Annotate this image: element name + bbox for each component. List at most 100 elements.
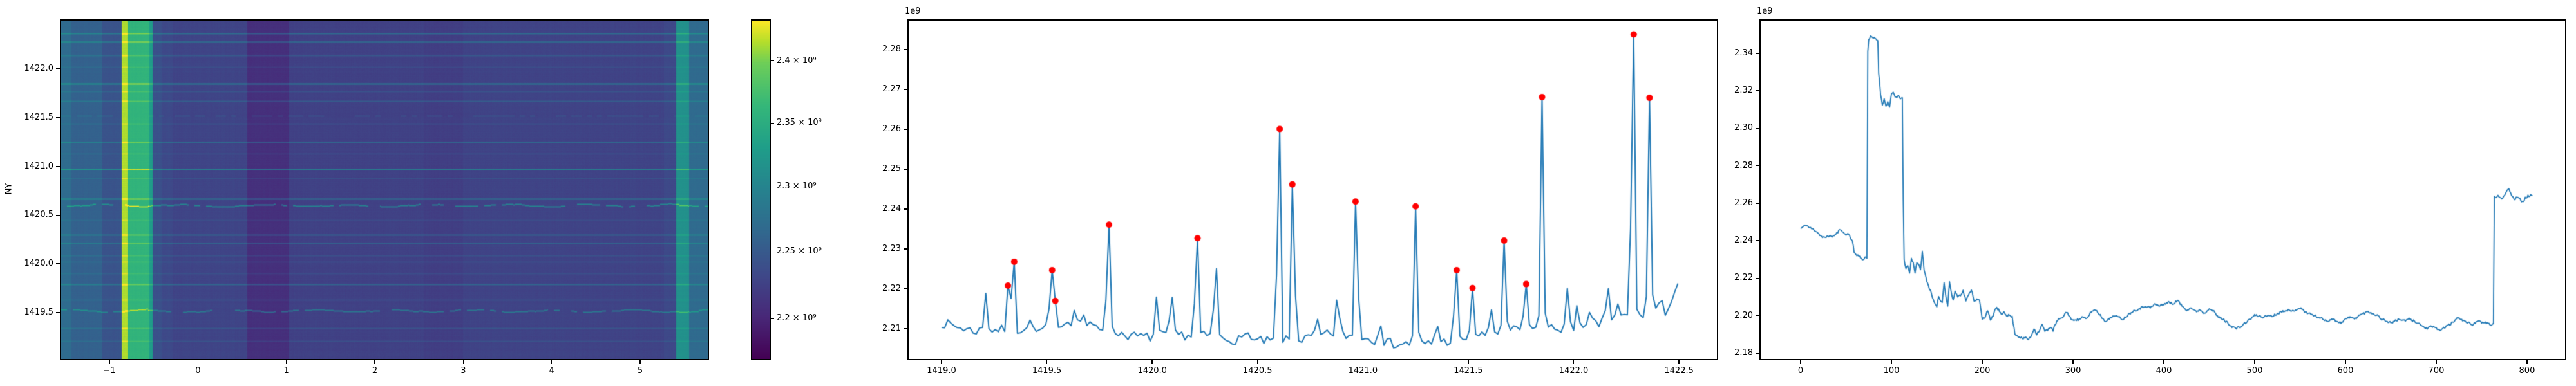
x-tick-label: 300 — [2065, 366, 2081, 376]
x-tick-label: 0 — [1797, 366, 1804, 376]
x-tick — [197, 360, 199, 364]
x-tick — [1362, 360, 1364, 364]
y-tick-label: 2.34 — [1734, 48, 1753, 58]
x-tick-label: 1420.5 — [1243, 366, 1273, 376]
x-tick-label: 3 — [460, 366, 466, 376]
x-tick-label: 800 — [2519, 366, 2535, 376]
y-tick — [1756, 353, 1759, 354]
x-tick-label: 100 — [1883, 366, 1900, 376]
x-tick-label: 200 — [1974, 366, 1991, 376]
y-tick — [1756, 90, 1759, 91]
x-tick — [639, 360, 641, 364]
y-tick-label: 2.28 — [1734, 160, 1753, 170]
y-tick-label: 1420.0 — [24, 259, 54, 269]
x-tick — [2254, 360, 2255, 364]
y-tick — [904, 49, 907, 50]
y-tick — [904, 129, 907, 130]
colorbar-tick — [771, 251, 774, 253]
spectrum-canvas — [909, 21, 1717, 359]
x-tick-label: 2 — [372, 366, 378, 376]
x-tick — [2436, 360, 2437, 364]
y-tick-label: 2.24 — [1734, 235, 1753, 246]
y-tick — [1756, 53, 1759, 54]
y-tick — [1756, 277, 1759, 279]
y-tick-label: 2.23 — [882, 244, 901, 254]
y-tick-label: 2.30 — [1734, 123, 1753, 133]
x-tick — [1257, 360, 1258, 364]
y-tick-label: 1421.5 — [24, 112, 54, 122]
y-tick — [56, 214, 60, 216]
colorbar-tick — [771, 122, 774, 124]
x-tick — [1573, 360, 1575, 364]
x-tick — [1678, 360, 1680, 364]
x-tick-label: 1421.5 — [1454, 366, 1483, 376]
y-tick-label: 2.25 — [882, 164, 901, 174]
y-tick-label: 2.22 — [1734, 273, 1753, 283]
x-tick — [285, 360, 287, 364]
colorbar-tick-label: 2.2 × 10⁹ — [777, 313, 817, 323]
colorbar-tick — [771, 318, 774, 319]
y-tick — [904, 328, 907, 329]
timeseries-offset-label: 1e9 — [1757, 6, 1773, 16]
x-tick — [374, 360, 375, 364]
x-tick-label: 1422.5 — [1664, 366, 1694, 376]
y-tick — [1756, 240, 1759, 241]
y-tick-label: 1419.5 — [24, 308, 54, 318]
y-tick-label: 2.24 — [882, 204, 901, 214]
y-tick-label: 2.27 — [882, 84, 901, 95]
heatmap-axes — [60, 19, 709, 360]
x-tick — [2526, 360, 2528, 364]
x-tick-label: 1 — [283, 366, 289, 376]
timeseries-axes — [1759, 19, 2566, 360]
colorbar-tick-label: 2.3 × 10⁹ — [777, 181, 817, 192]
y-tick-label: 2.18 — [1734, 347, 1753, 358]
spectrum-axes — [907, 19, 1718, 360]
y-tick-label: 2.26 — [1734, 198, 1753, 208]
x-tick-label: 700 — [2428, 366, 2445, 376]
y-tick-label: 2.32 — [1734, 86, 1753, 96]
x-tick-label: 4 — [549, 366, 554, 376]
colorbar-tick — [771, 186, 774, 188]
x-tick-label: 600 — [2337, 366, 2354, 376]
y-tick-label: 1422.0 — [24, 64, 54, 73]
y-tick — [1756, 165, 1759, 167]
y-tick-label: 2.22 — [882, 284, 901, 294]
x-tick — [2072, 360, 2074, 364]
colorbar-canvas — [752, 21, 770, 359]
x-tick — [2163, 360, 2164, 364]
y-tick-label: 2.28 — [882, 44, 901, 55]
y-tick — [56, 68, 60, 69]
y-tick — [56, 117, 60, 118]
heatmap-canvas — [61, 21, 708, 359]
x-tick-label: 1422.0 — [1558, 366, 1589, 376]
y-tick-label: 1421.0 — [24, 161, 54, 171]
x-tick-label: 1420.0 — [1137, 366, 1167, 376]
y-tick — [904, 89, 907, 90]
y-tick-label: 2.26 — [882, 124, 901, 134]
colorbar-tick — [771, 60, 774, 62]
x-tick-label: 1419.0 — [927, 366, 956, 376]
colorbar-tick-label: 2.35 × 10⁹ — [777, 118, 822, 128]
x-tick — [941, 360, 942, 364]
y-tick — [56, 263, 60, 264]
x-tick — [1891, 360, 1892, 364]
y-tick — [1756, 315, 1759, 317]
x-tick-label: 1421.0 — [1348, 366, 1378, 376]
x-tick — [1468, 360, 1469, 364]
y-tick — [904, 288, 907, 290]
y-tick-label: 1420.5 — [24, 210, 54, 220]
x-tick-label: −1 — [103, 366, 116, 376]
y-tick-label: 2.20 — [1734, 310, 1753, 320]
x-tick — [2345, 360, 2346, 364]
y-tick — [904, 208, 907, 210]
timeseries-canvas — [1761, 21, 2565, 359]
colorbar-tick-label: 2.25 × 10⁹ — [777, 246, 822, 257]
x-tick-label: 0 — [195, 366, 201, 376]
x-tick-label: 400 — [2155, 366, 2172, 376]
x-tick — [109, 360, 110, 364]
y-tick — [1756, 203, 1759, 204]
y-tick-label: 2.21 — [882, 324, 901, 334]
y-tick — [904, 169, 907, 170]
x-tick-label: 1419.5 — [1032, 366, 1062, 376]
